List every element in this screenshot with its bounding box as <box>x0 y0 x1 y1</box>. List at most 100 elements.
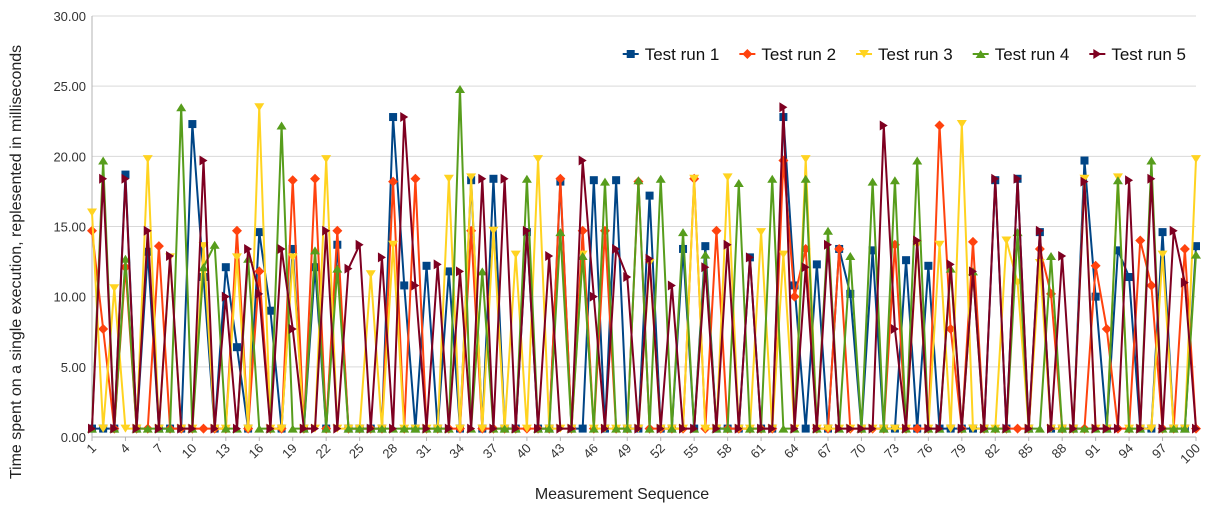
data-point <box>756 228 767 237</box>
data-point <box>767 174 778 183</box>
data-point <box>232 423 241 434</box>
data-point <box>166 250 175 261</box>
data-point <box>388 240 399 249</box>
data-point <box>1136 423 1145 434</box>
legend-marker <box>626 50 635 58</box>
data-point <box>488 226 499 235</box>
data-point <box>443 174 454 183</box>
x-tick-label: 79 <box>948 441 969 462</box>
x-tick-label: 4 <box>117 441 133 457</box>
data-point <box>232 343 241 352</box>
data-point <box>432 424 443 433</box>
x-tick-label: 46 <box>580 441 601 462</box>
data-point <box>845 251 856 260</box>
data-point <box>210 423 219 434</box>
data-point <box>701 242 710 251</box>
data-point <box>444 267 453 276</box>
data-point <box>778 424 789 433</box>
data-point <box>712 423 721 434</box>
data-point <box>288 244 297 253</box>
x-tick-label: 97 <box>1149 441 1170 462</box>
data-point <box>1090 260 1101 271</box>
x-tick-label: 94 <box>1115 441 1136 462</box>
data-point <box>913 235 922 246</box>
data-point <box>723 239 732 250</box>
data-point <box>812 260 821 269</box>
x-tick-label: 13 <box>212 441 233 462</box>
data-point <box>588 424 599 433</box>
data-point <box>400 112 409 123</box>
data-point <box>924 423 933 434</box>
data-point <box>422 423 431 434</box>
x-tick-label: 85 <box>1015 441 1036 462</box>
data-point <box>110 423 119 434</box>
data-point <box>98 156 109 165</box>
data-point <box>991 173 1000 184</box>
data-point <box>790 423 799 434</box>
data-point <box>376 424 387 433</box>
data-point <box>422 261 431 270</box>
x-tick-label: 19 <box>279 441 300 462</box>
data-point <box>801 424 810 433</box>
x-tick-label: 73 <box>881 441 902 462</box>
data-point <box>276 121 287 130</box>
data-point <box>1091 292 1100 301</box>
data-point <box>812 423 821 434</box>
legend-label: Test run 3 <box>878 45 953 64</box>
data-point <box>678 228 689 237</box>
data-point <box>1125 175 1134 186</box>
data-point <box>589 176 598 185</box>
data-point <box>299 423 308 434</box>
x-tick-label: 16 <box>246 441 267 462</box>
data-point <box>689 174 700 183</box>
data-point <box>578 424 587 433</box>
data-point <box>768 423 777 434</box>
data-point <box>477 424 488 433</box>
data-point <box>690 423 699 434</box>
data-point <box>287 253 298 262</box>
data-point <box>411 280 420 291</box>
data-point <box>510 250 521 259</box>
x-tick-label: 7 <box>150 441 166 457</box>
x-tick-label: 1 <box>83 441 99 457</box>
series-5 <box>88 102 1200 434</box>
data-point <box>934 240 945 249</box>
data-point <box>902 256 911 265</box>
data-point <box>489 174 498 183</box>
y-tick-label: 25.00 <box>53 79 86 94</box>
legend-marker <box>975 50 986 58</box>
data-point <box>745 252 754 263</box>
data-point <box>879 120 888 131</box>
legend-marker <box>742 49 753 59</box>
data-point <box>757 423 766 434</box>
data-point <box>400 281 409 290</box>
y-tick-label: 30.00 <box>53 9 86 24</box>
x-tick-label: 52 <box>647 441 668 462</box>
data-point <box>1012 423 1023 434</box>
data-point <box>1169 225 1178 236</box>
data-point <box>990 424 1001 433</box>
data-point <box>567 423 576 434</box>
data-point <box>444 423 453 434</box>
data-point <box>1179 424 1190 433</box>
data-point <box>878 424 889 433</box>
data-point <box>533 155 544 164</box>
series-lines <box>87 84 1201 434</box>
y-tick-label: 5.00 <box>61 360 86 375</box>
data-point <box>511 423 520 434</box>
data-point <box>656 423 665 434</box>
x-tick-label: 40 <box>513 441 534 462</box>
data-point <box>287 175 298 186</box>
data-point <box>1001 236 1012 245</box>
data-point <box>1191 250 1201 259</box>
data-point <box>188 120 197 129</box>
data-point <box>354 424 365 433</box>
data-point <box>99 173 108 184</box>
data-point <box>1179 243 1190 254</box>
data-point <box>176 103 187 112</box>
data-point <box>221 263 230 272</box>
data-point <box>88 423 96 434</box>
data-point <box>1168 424 1179 433</box>
data-point <box>1146 280 1157 291</box>
